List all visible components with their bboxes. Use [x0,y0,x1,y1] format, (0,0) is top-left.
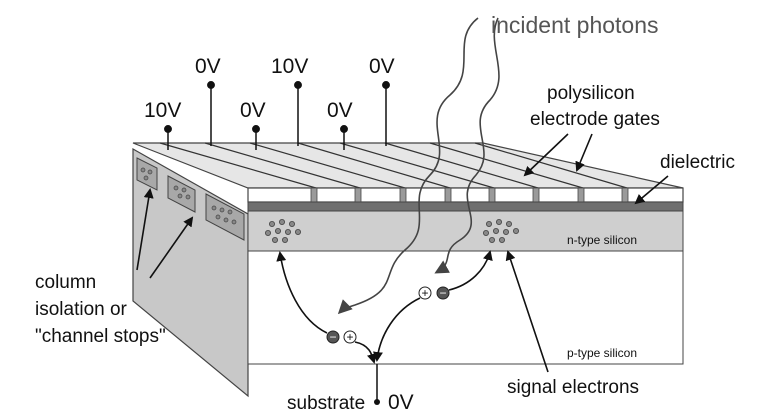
gate-voltage-label: 10V [271,55,308,78]
polysilicon-pointer-1 [523,133,569,177]
electron-marker [326,330,340,344]
electrode-edge [384,142,539,189]
polysilicon-pointer-2 [575,133,593,172]
electrode-edge [249,142,406,189]
incident-photons-label: incident photons [491,12,659,38]
channel-stop-2 [167,175,196,213]
channel-stop-pointer-1 [136,188,154,271]
substrate-label: substrate [287,393,365,414]
n-type-layer [247,210,684,252]
signal-electron-cluster [482,218,520,243]
dielectric-label: dielectric [660,152,735,173]
gate-voltage-label: 0V [327,99,353,122]
electrode-strips [159,142,628,189]
gate-voltage-label: 0V [195,55,221,78]
svg-text:−: − [439,286,446,300]
substrate-voltage: 0V [388,391,414,414]
electrode-edge [204,142,361,189]
column-isolation-label-1: column [35,272,96,293]
n-type-label: n-type silicon [567,233,637,247]
electrode-edge [429,142,584,189]
dielectric-pointer [634,175,669,205]
electron-cluster-left [264,218,301,243]
p-type-layer [247,250,684,365]
gate-pins [164,81,390,150]
column-isolation-label-3: "channel stops" [35,326,166,347]
channel-stop-3 [205,193,245,241]
signal-electrons-pointer [505,250,549,373]
svg-text:−: − [329,330,336,344]
electron-marker [436,286,450,300]
channel-stop-1 [136,157,158,191]
polysilicon-label-1: polysilicon [547,83,635,104]
photon-path-1 [337,17,479,315]
column-isolation-label-2: isolation or [35,299,128,320]
gate-voltage-label: 10V [144,99,181,122]
electrode-edge [339,142,495,189]
gate-voltage-label: 0V [240,99,266,122]
channel-stop-dots [140,167,237,225]
substrate-dot [374,399,380,405]
svg-text:+: + [346,330,353,344]
electron-hole-pair-1: − + [326,330,357,344]
electrode-edge [159,142,317,189]
channel-stop-pointer-2 [149,216,194,279]
electrode-edge [474,142,628,189]
signal-electrons-label: signal electrons [507,377,639,398]
electron-trajectory-left [276,251,328,334]
polysilicon-label-2: electrode gates [530,109,660,130]
hole-trajectory-left [372,297,421,362]
p-type-label: p-type silicon [567,346,637,360]
hole-marker [418,286,432,300]
photon-path-2 [434,17,500,274]
electron-trajectory-right [448,250,493,291]
electron-hole-pair-2: + − [418,286,450,300]
svg-text:+: + [421,286,428,300]
gate-voltage-label: 0V [369,55,395,78]
hole-marker [343,330,357,344]
dielectric-layer [247,201,684,212]
